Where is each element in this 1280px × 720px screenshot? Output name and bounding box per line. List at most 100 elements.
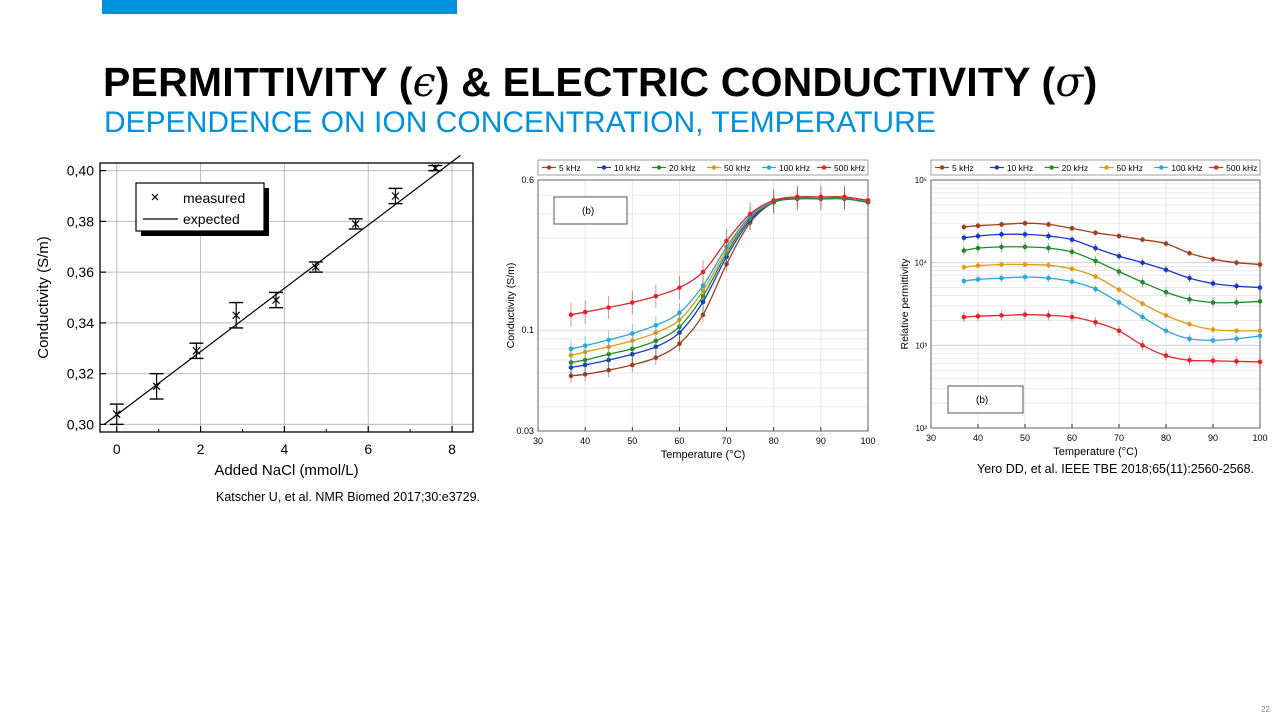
series-line	[963, 233, 1261, 289]
series-line	[963, 246, 1261, 304]
data-point	[1163, 353, 1169, 358]
data-point	[1046, 233, 1051, 239]
data-point	[1116, 269, 1122, 274]
data-point	[1257, 359, 1263, 365]
data-point	[1163, 241, 1169, 246]
x-tick-label: 40	[973, 433, 983, 443]
legend-marker	[939, 165, 945, 170]
y-axis-label: Relative permittivity	[899, 258, 911, 350]
data-point	[1163, 328, 1169, 334]
data-point	[1116, 300, 1122, 305]
legend-label: 100 kHz	[779, 163, 810, 173]
series-line	[963, 222, 1261, 266]
data-point	[582, 309, 588, 315]
x-axis-label: Temperature (°C)	[1053, 446, 1137, 458]
data-point	[1116, 328, 1122, 334]
data-point	[629, 300, 635, 305]
legend-marker	[711, 165, 717, 170]
x-axis-label: Added NaCl (mmol/L)	[214, 462, 358, 479]
data-point	[606, 337, 612, 343]
x-tick-label: 80	[769, 436, 779, 446]
data-point	[975, 263, 981, 268]
title-middle: ) & ELECTRIC CONDUCTIVITY (	[435, 59, 1056, 105]
plot-frame	[99, 162, 474, 433]
data-point	[568, 346, 574, 352]
y-tick-label: 0,40	[67, 163, 94, 179]
data-point	[582, 357, 588, 363]
legend-label: 5 kHz	[559, 163, 581, 173]
temperature-permittivity-chart: 30 40 50 60 70 80 90 100 10² 10³ 10⁴ 10⁵ 5 kHz 10 kHz…	[899, 159, 1268, 458]
x-tick-label: 30	[926, 433, 936, 443]
data-point	[629, 362, 635, 368]
data-point	[961, 264, 967, 270]
data-point	[1163, 289, 1169, 295]
data-point	[1210, 300, 1216, 305]
legend-label: 5 kHz	[952, 163, 974, 173]
data-point	[1022, 244, 1028, 250]
data-point	[1234, 336, 1239, 342]
data-point	[961, 224, 967, 230]
data-point	[1210, 256, 1216, 262]
measured-point	[112, 410, 121, 419]
data-point	[653, 338, 659, 344]
citation-left: Katscher U, et al. NMR Biomed 2017;30:e3…	[216, 490, 481, 504]
data-point	[1046, 313, 1051, 318]
legend-box	[930, 159, 1261, 176]
x-tick-label: 60	[674, 436, 684, 446]
legend-marker	[1049, 165, 1054, 170]
data-point	[1140, 260, 1145, 265]
data-point	[568, 312, 574, 318]
y-tick-label: 0,32	[67, 366, 94, 382]
legend-marker	[656, 165, 662, 170]
y-tick-label: 10³	[915, 341, 927, 350]
legend-label: 50 kHz	[1117, 163, 1143, 173]
plot-frame	[537, 179, 869, 432]
data-point	[700, 312, 706, 318]
x-tick-label: 6	[364, 441, 372, 457]
legend-label: 10 kHz	[614, 163, 640, 173]
series-line	[963, 314, 1261, 363]
y-tick-label: 0,34	[67, 315, 94, 331]
data-point	[653, 322, 659, 328]
data-point	[582, 343, 588, 349]
legend-marker	[821, 165, 827, 170]
data-point	[1140, 237, 1145, 242]
x-tick-label: 2	[197, 441, 205, 457]
data-point	[1234, 359, 1239, 364]
x-tick-label: 100	[860, 436, 875, 446]
x-tick-label: 70	[722, 436, 732, 446]
data-point	[1234, 328, 1239, 334]
data-point	[1069, 249, 1075, 255]
data-point	[700, 283, 706, 288]
data-point	[1140, 279, 1145, 285]
data-point	[1140, 301, 1145, 306]
data-point	[1116, 253, 1122, 259]
temperature-conductivity-chart: 30 40 50 60 70 80 90 100 0.03 0.1 0.6 5 kHz 10 kHz 20…	[505, 159, 876, 461]
y-axis-label: Conductivity (S/m)	[505, 263, 517, 349]
x-axis-label: Temperature (°C)	[661, 449, 745, 461]
data-point	[975, 223, 981, 229]
data-point	[961, 248, 967, 253]
slide-title: PERMITTIVITY (ϵ) & ELECTRIC CONDUCTIVITY…	[103, 58, 1097, 106]
page-number: 22	[1261, 705, 1270, 714]
series-line	[963, 276, 1261, 341]
data-point	[865, 198, 871, 203]
y-tick-label: 0,38	[67, 213, 94, 229]
data-point	[1116, 233, 1122, 239]
measured-point	[311, 263, 320, 271]
x-tick-label: 4	[281, 441, 289, 457]
legend-marker	[994, 165, 1000, 170]
x-tick-label: 0	[113, 441, 121, 457]
data-point	[999, 222, 1004, 227]
measured-point	[351, 219, 360, 228]
data-point	[677, 285, 682, 290]
data-point	[1163, 267, 1169, 273]
data-point	[1069, 226, 1075, 231]
y-tick-label: 0.03	[516, 426, 534, 436]
title-suffix: )	[1083, 59, 1098, 105]
legend-marker	[546, 165, 552, 170]
data-point	[1257, 285, 1263, 290]
y-tick-label: 10⁵	[915, 176, 927, 185]
data-point	[1140, 314, 1145, 320]
panel-label: (b)	[976, 395, 988, 406]
